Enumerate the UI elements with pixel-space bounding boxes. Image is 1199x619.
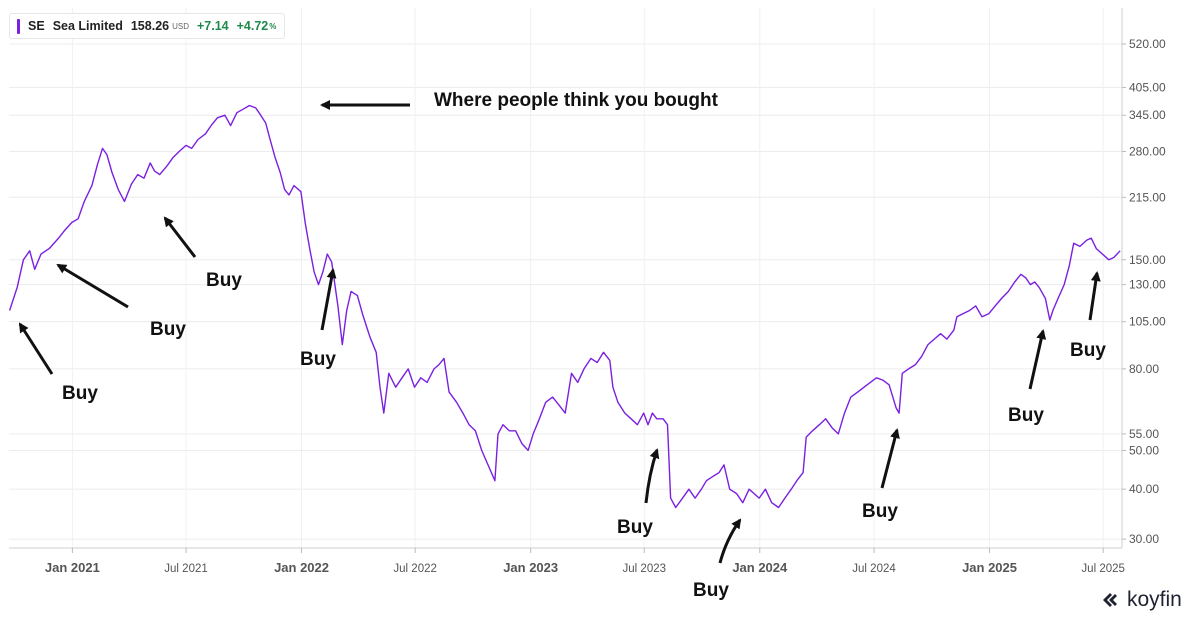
x-tick-label: Jan 2025 — [962, 560, 1017, 575]
y-tick-label: 40.00 — [1129, 482, 1159, 496]
x-axis-ticks: Jan 2021 Jul 2021 Jan 2022 Jul 2022 Jan 2023… — [45, 548, 1125, 575]
annotation-buy-label: Buy — [300, 349, 336, 370]
y-tick-label: 80.00 — [1129, 362, 1159, 376]
brand-name: koyfin — [1127, 588, 1182, 611]
arrow-buy-3 — [163, 216, 197, 258]
y-tick-label: 30.00 — [1129, 532, 1159, 546]
annotation-buy-label: Buy — [693, 580, 729, 601]
x-tick-label: Jul 2025 — [1081, 563, 1124, 575]
series-color-swatch — [17, 18, 20, 34]
annotation-arrows — [18, 100, 1101, 564]
arrow-buy-5 — [644, 448, 660, 504]
y-tick-label: 345.00 — [1129, 108, 1166, 122]
y-axis-ticks: 520.00 405.00 345.00 280.00 215.00 150.00 130.… — [1122, 37, 1166, 546]
x-tick-label: Jul 2024 — [852, 563, 896, 575]
y-tick-label: 130.00 — [1129, 278, 1166, 292]
x-tick-label: Jan 2022 — [274, 560, 329, 575]
y-tick-label: 50.00 — [1129, 443, 1159, 457]
annotation-buy-label: Buy — [62, 383, 98, 404]
price-change: +7.14 — [196, 19, 229, 33]
annotation-buy-label: Buy — [617, 517, 653, 538]
arrow-buy-7 — [880, 428, 900, 489]
legend[interactable]: SE Sea Limited 158.26 USD +7.14 +4.72 % — [9, 13, 286, 39]
x-tick-label: Jan 2024 — [732, 560, 788, 575]
ticker-symbol: SE — [28, 19, 45, 33]
annotation-buy-label: Buy — [150, 319, 186, 340]
currency-label: USD — [172, 21, 189, 31]
y-tick-label: 55.00 — [1129, 427, 1159, 441]
arrow-buy-4 — [320, 268, 337, 331]
x-tick-label: Jan 2021 — [45, 560, 100, 575]
y-tick-label: 215.00 — [1129, 190, 1166, 204]
y-tick-label: 520.00 — [1129, 37, 1166, 51]
arrow-buy-2 — [56, 263, 129, 309]
y-tick-label: 280.00 — [1129, 144, 1166, 158]
y-tick-label: 150.00 — [1129, 253, 1166, 267]
x-tick-label: Jul 2021 — [164, 563, 207, 575]
x-tick-label: Jan 2023 — [503, 560, 558, 575]
annotation-buy-label: Buy — [862, 501, 898, 522]
arrow-buy-1 — [18, 322, 54, 375]
percent-change: +4.72 — [236, 19, 269, 33]
y-tick-label: 405.00 — [1129, 80, 1166, 94]
percent-sign: % — [269, 21, 277, 31]
arrow-buy-6 — [718, 518, 742, 564]
annotation-top-label: Where people think you bought — [434, 90, 719, 111]
arrow-buy-9 — [1088, 271, 1101, 321]
company-name: Sea Limited — [52, 19, 123, 33]
price-series-line[interactable] — [8, 104, 1121, 509]
koyfin-logo-icon — [1103, 593, 1117, 607]
x-tick-label: Jul 2022 — [393, 563, 436, 575]
x-tick-label: Jul 2023 — [623, 563, 666, 575]
grid-lines — [9, 8, 1122, 548]
last-price: 158.26 — [130, 19, 170, 33]
annotation-buy-label: Buy — [206, 270, 242, 291]
y-tick-label: 105.00 — [1129, 315, 1166, 329]
annotation-buy-label: Buy — [1008, 405, 1044, 426]
brand-logo: koyfin — [1099, 588, 1182, 612]
annotation-buy-label: Buy — [1070, 340, 1106, 361]
arrow-buy-8 — [1028, 329, 1047, 390]
